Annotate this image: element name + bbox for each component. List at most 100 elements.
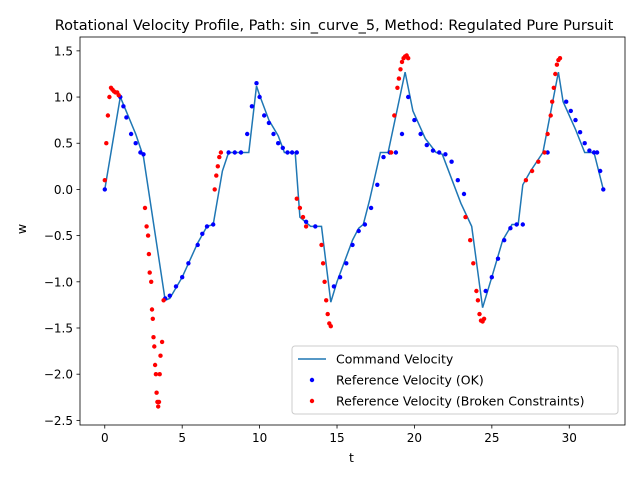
reference-broken-point <box>553 71 558 77</box>
reference-ok-point <box>568 108 573 114</box>
reference-broken-point <box>156 399 162 405</box>
reference-ok-point <box>350 242 355 248</box>
reference-broken-point <box>152 344 157 349</box>
axes-frame <box>79 36 626 426</box>
reference-broken-point <box>545 131 550 137</box>
reference-broken-point <box>392 113 397 118</box>
reference-broken-point <box>146 251 152 257</box>
reference-broken-point <box>322 279 327 284</box>
reference-broken-point <box>554 62 560 67</box>
reference-ok-point <box>495 256 501 261</box>
reference-broken-point <box>158 353 163 358</box>
legend-marker-swatch <box>309 377 315 383</box>
reference-broken-point <box>325 311 330 317</box>
reference-broken-point <box>150 316 155 321</box>
x-tick-label: 15 <box>329 431 344 445</box>
legend-label: Reference Velocity (OK) <box>336 373 484 388</box>
reference-ok-point <box>124 115 129 120</box>
y-tick-label: −1.5 <box>44 322 73 336</box>
reference-broken-point <box>154 390 159 395</box>
legend: Command Velocity Reference Velocity (OK) R… <box>291 345 619 415</box>
reference-ok-point <box>461 191 467 197</box>
reference-broken-point <box>529 168 535 174</box>
reference-ok-point <box>375 182 380 187</box>
reference-ok-point <box>489 275 494 280</box>
reference-ok-point <box>573 117 578 123</box>
reference-ok-point <box>594 150 600 155</box>
y-tick-label: 0.5 <box>54 137 73 151</box>
reference-ok-point <box>173 284 179 289</box>
reference-broken-point <box>145 233 151 238</box>
reference-ok-point <box>257 94 262 100</box>
reference-ok-point <box>520 222 525 227</box>
reference-broken-point <box>557 56 563 61</box>
reference-broken-point <box>294 196 299 201</box>
reference-broken-point <box>149 307 155 312</box>
reference-ok-point <box>356 228 361 234</box>
reference-ok-point <box>564 99 569 104</box>
x-axis-label: t <box>349 450 354 465</box>
reference-ok-point <box>102 187 108 192</box>
reference-broken-point <box>218 150 224 155</box>
y-tick-label: −2.0 <box>44 368 73 382</box>
reference-ok-point <box>514 222 519 227</box>
x-tick-label: 25 <box>484 431 499 445</box>
reference-ok-point <box>449 159 454 164</box>
reference-ok-point <box>393 150 399 155</box>
reference-broken-point <box>105 113 111 118</box>
reference-ok-point <box>276 141 281 146</box>
reference-broken-point <box>320 261 326 266</box>
reference-ok-point <box>200 231 205 236</box>
reference-broken-point <box>463 214 468 220</box>
reference-ok-point <box>121 104 126 109</box>
reference-broken-point <box>212 187 217 192</box>
legend-label: Reference Velocity (Broken Constraints) <box>336 394 584 409</box>
reference-broken-point <box>144 224 149 229</box>
reference-ok-point <box>128 131 134 137</box>
reference-ok-point <box>418 131 423 137</box>
axes: 0 5 10 15 20 25 30 −2.5 −2.0 −1.5 −1.0 −0.5 0.0 0.5 1.… <box>44 36 626 445</box>
reference-broken-point <box>149 279 154 284</box>
legend-marker-swatch <box>309 398 315 404</box>
reference-broken-point <box>474 288 479 294</box>
reference-broken-point <box>396 76 402 81</box>
reference-broken-point <box>542 150 547 155</box>
x-tick-label: 5 <box>178 431 186 445</box>
reference-broken-point <box>536 159 541 164</box>
reference-ok-point <box>412 117 417 123</box>
reference-broken-point <box>300 214 306 220</box>
reference-ok-point <box>211 222 216 227</box>
reference-broken-point <box>328 324 333 329</box>
reference-ok-point <box>598 168 603 174</box>
reference-ok-point <box>399 131 405 137</box>
reference-broken-point <box>548 113 553 118</box>
reference-broken-point <box>471 261 476 266</box>
reference-ok-point <box>280 145 285 151</box>
reference-ok-point <box>232 150 237 155</box>
reference-broken-point <box>395 85 400 91</box>
reference-broken-point <box>116 93 121 98</box>
reference-broken-point <box>102 178 108 183</box>
reference-ok-point <box>344 261 349 266</box>
reference-ok-point <box>406 94 411 100</box>
y-tick-label: −2.5 <box>44 414 73 428</box>
reference-ok-point <box>289 150 295 155</box>
reference-ok-point <box>337 275 343 280</box>
reference-ok-point <box>381 154 386 160</box>
reference-ok-point <box>141 152 146 157</box>
reference-ok-point <box>254 81 259 86</box>
reference-broken-point <box>399 59 405 65</box>
reference-ok-point <box>577 130 583 135</box>
chart-title: Rotational Velocity Profile, Path: sin_c… <box>55 18 614 34</box>
reference-ok-point <box>238 150 244 155</box>
x-tick-label: 20 <box>407 431 422 445</box>
reference-broken-point <box>319 242 324 248</box>
reference-ok-point <box>245 131 250 137</box>
reference-ok-point <box>601 187 606 192</box>
reference-broken-point <box>297 205 303 211</box>
y-tick-label: 1.0 <box>54 91 73 105</box>
reference-ok-point <box>262 113 267 118</box>
x-tick-label: 10 <box>252 431 267 445</box>
reference-ok-point <box>424 142 429 148</box>
reference-ok-point <box>167 293 172 298</box>
